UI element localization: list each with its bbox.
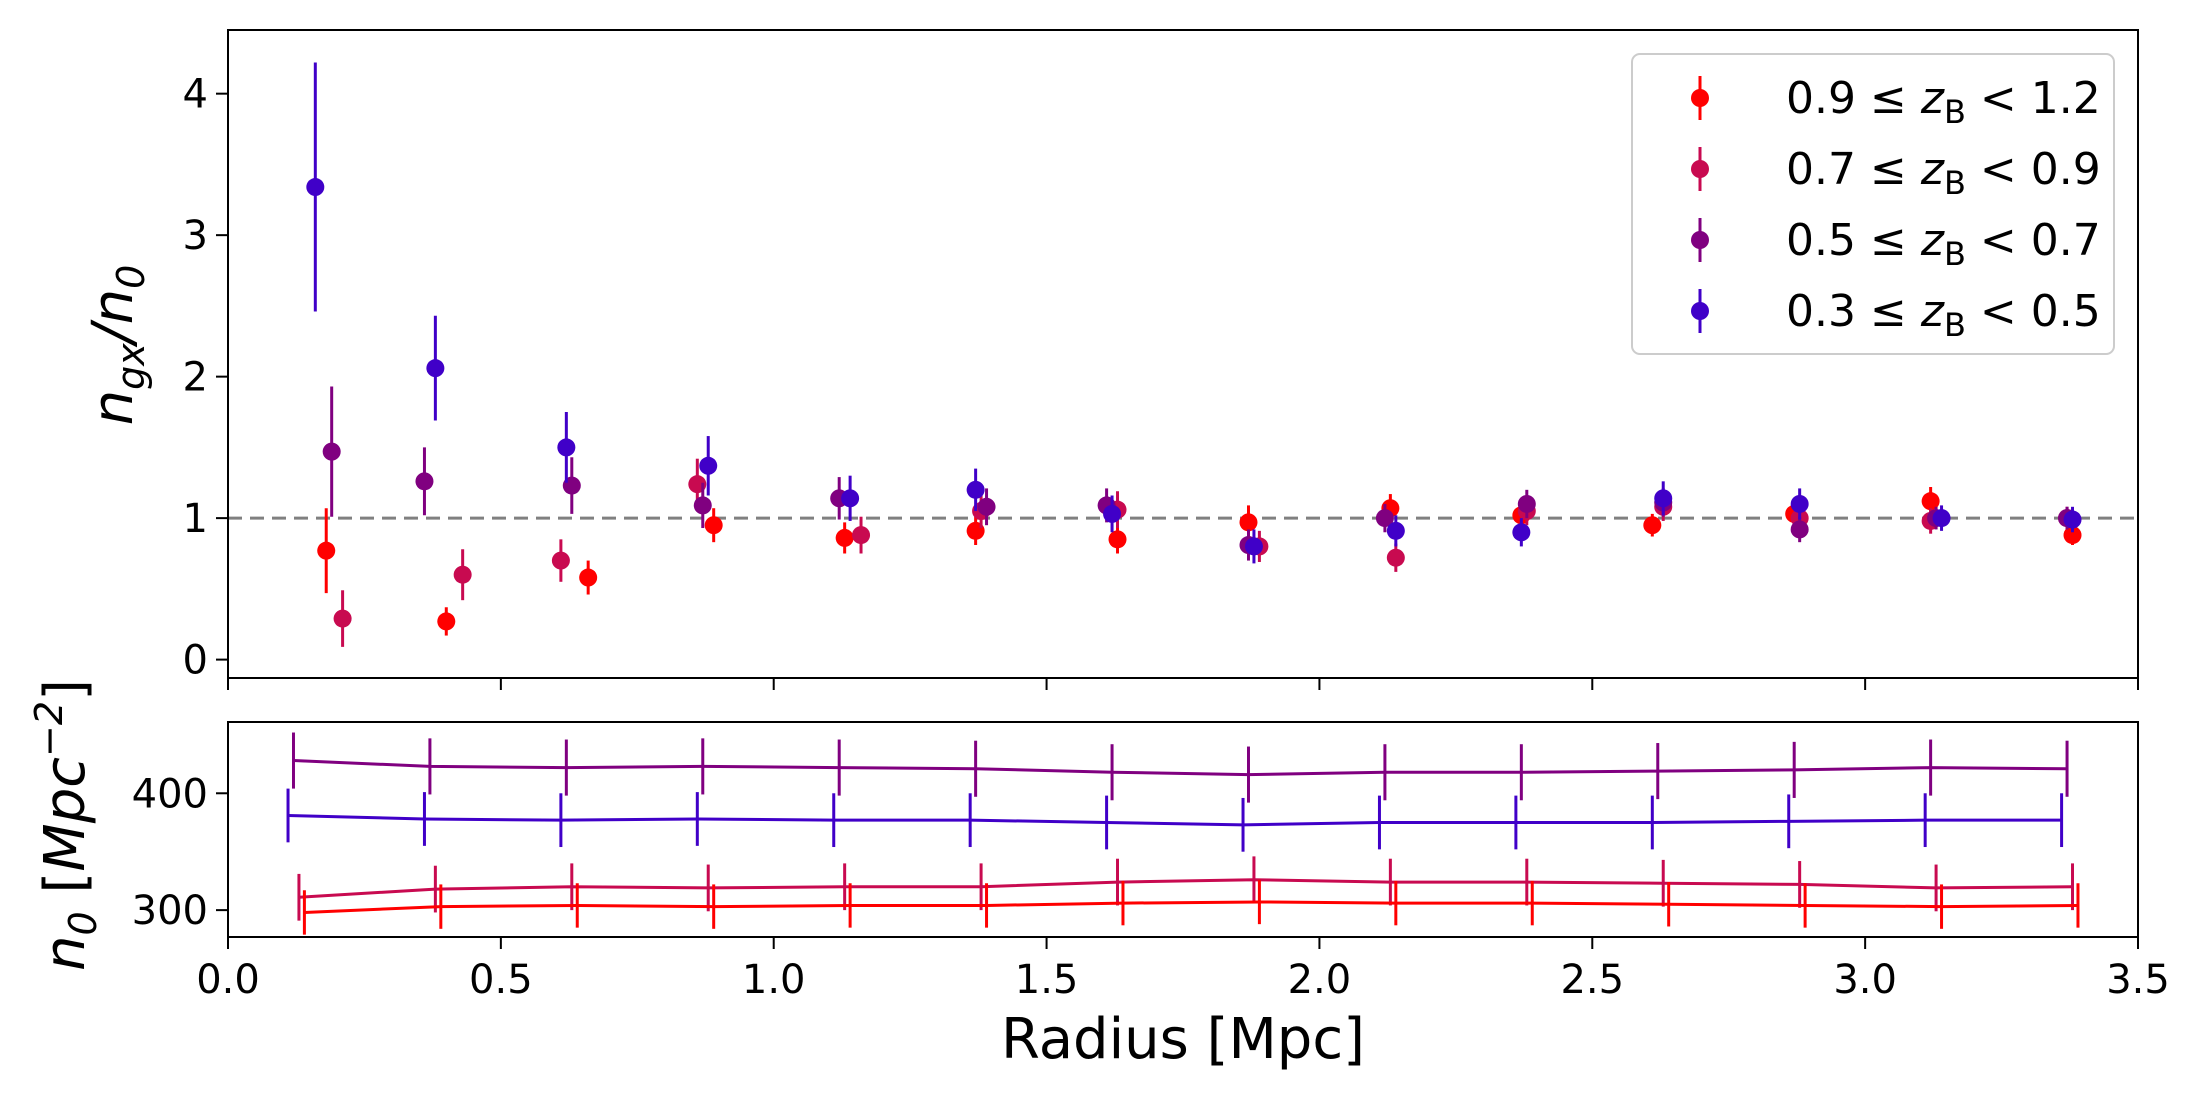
data-point bbox=[551, 551, 570, 570]
data-point bbox=[306, 178, 325, 197]
legend-entry: 0.3 ≤ zB < 0.5 bbox=[1691, 286, 2101, 344]
x-axis-label: Radius [Mpc] bbox=[1001, 1007, 1365, 1072]
top-y-tick-label: 3 bbox=[183, 213, 208, 259]
data-point bbox=[841, 489, 860, 508]
data-point bbox=[1932, 509, 1951, 528]
n0-series-group-2 bbox=[297, 856, 2075, 921]
data-point bbox=[1654, 489, 1673, 508]
bottom-y-tick-label: 400 bbox=[132, 771, 208, 817]
data-point bbox=[1517, 494, 1536, 513]
bottom-y-axis-label: n0 [Mpc−2] bbox=[27, 679, 105, 971]
data-point bbox=[2063, 526, 2082, 545]
legend-entry: 0.9 ≤ zB < 1.2 bbox=[1691, 73, 2101, 131]
data-point bbox=[693, 496, 712, 515]
data-point bbox=[852, 526, 871, 545]
data-point bbox=[1386, 548, 1405, 567]
legend-marker bbox=[1691, 231, 1709, 249]
legend: 0.9 ≤ zB < 1.2 0.7 ≤ zB < 0.9 0.5 ≤ zB < 0… bbox=[1631, 53, 2115, 355]
legend-label: 0.5 ≤ zB < 0.7 bbox=[1786, 215, 2101, 273]
top-axes-frame bbox=[227, 29, 2139, 679]
data-point bbox=[1244, 537, 1263, 556]
data-point bbox=[557, 438, 576, 457]
data-point bbox=[415, 472, 434, 491]
data-point bbox=[704, 516, 723, 535]
data-point bbox=[1103, 504, 1122, 523]
bottom-series-layer bbox=[286, 732, 2080, 935]
data-point bbox=[437, 612, 456, 631]
bottom-y-tick-label: 300 bbox=[132, 888, 208, 934]
legend-label: 0.9 ≤ zB < 1.2 bbox=[1786, 73, 2101, 131]
x-tick-label: 2.5 bbox=[1560, 957, 1624, 1003]
data-point bbox=[1643, 516, 1662, 535]
legend-marker bbox=[1691, 89, 1709, 107]
legend-box bbox=[1631, 53, 2115, 355]
data-point bbox=[453, 565, 472, 584]
data-point bbox=[699, 456, 718, 475]
n0-line bbox=[287, 813, 2062, 827]
top-y-axis-label: ngx/n0 bbox=[81, 265, 153, 426]
top-axis-ticks: 0 1 2 3 4 bbox=[183, 72, 2139, 690]
data-point bbox=[579, 568, 598, 587]
legend-label: 0.3 ≤ zB < 0.5 bbox=[1786, 286, 2101, 344]
n0-series-group-0 bbox=[291, 732, 2069, 803]
data-point bbox=[322, 442, 341, 461]
x-tick-label: 3.5 bbox=[2106, 957, 2170, 1003]
top-y-tick-label: 0 bbox=[183, 638, 208, 684]
top-y-tick-label: 4 bbox=[183, 72, 208, 118]
data-point bbox=[317, 541, 336, 560]
legend-marker bbox=[1691, 160, 1709, 178]
n0-series-group-1 bbox=[286, 788, 2064, 852]
x-tick-label: 3.0 bbox=[1833, 957, 1897, 1003]
data-point bbox=[835, 528, 854, 547]
top-y-tick-label: 2 bbox=[183, 355, 208, 401]
legend-label: 0.7 ≤ zB < 0.9 bbox=[1786, 144, 2101, 202]
n0-line bbox=[298, 878, 2073, 899]
data-point bbox=[1921, 492, 1940, 511]
n0-line bbox=[293, 759, 2068, 777]
legend-entry: 0.5 ≤ zB < 0.7 bbox=[1691, 215, 2101, 273]
data-point bbox=[1375, 509, 1394, 528]
n0-series-group-3 bbox=[302, 879, 2080, 935]
legend-entry: 0.7 ≤ zB < 0.9 bbox=[1691, 144, 2101, 202]
x-tick-label: 1.5 bbox=[1015, 957, 1079, 1003]
x-tick-label: 1.0 bbox=[742, 957, 806, 1003]
data-point bbox=[1512, 523, 1531, 542]
data-point bbox=[426, 359, 445, 378]
series-group-3 bbox=[306, 62, 2082, 564]
data-point bbox=[1386, 521, 1405, 540]
data-point bbox=[2063, 510, 2082, 529]
n0-line bbox=[304, 900, 2078, 914]
data-point bbox=[966, 480, 985, 499]
data-point bbox=[1239, 513, 1258, 532]
data-point bbox=[977, 497, 996, 516]
legend-marker bbox=[1691, 302, 1709, 320]
top-y-tick-label: 1 bbox=[183, 496, 208, 542]
top-series-layer bbox=[306, 62, 2082, 647]
x-tick-label: 0.5 bbox=[469, 957, 533, 1003]
data-point bbox=[333, 609, 352, 628]
data-point bbox=[1790, 494, 1809, 513]
bottom-axis-ticks: 300 400 0.0 0.5 1.0 1.5 2.0 2.5 3.0 3.5 bbox=[132, 771, 2170, 1003]
x-tick-label: 0.0 bbox=[196, 957, 260, 1003]
data-point bbox=[1790, 520, 1809, 539]
x-tick-label: 2.0 bbox=[1288, 957, 1352, 1003]
data-point bbox=[1108, 530, 1127, 549]
bottom-axes-frame bbox=[227, 721, 2139, 938]
